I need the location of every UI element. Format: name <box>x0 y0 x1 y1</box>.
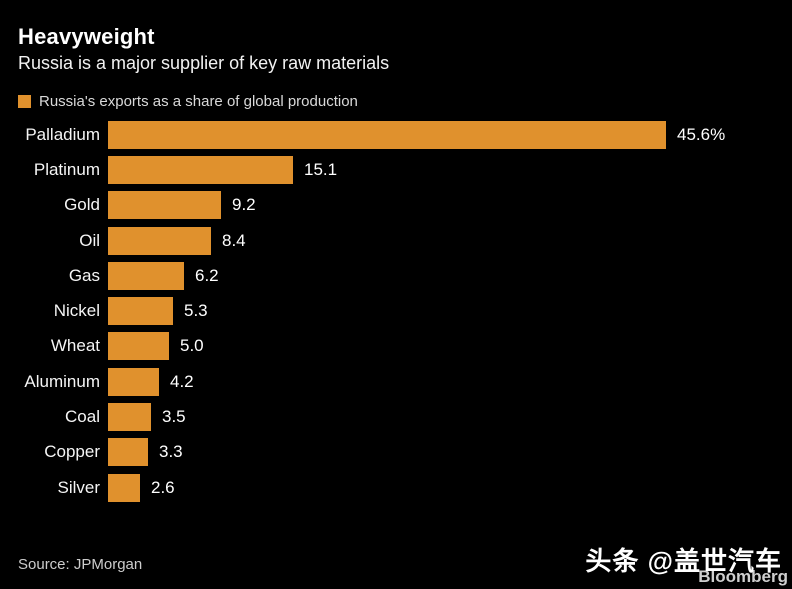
bar <box>108 155 293 184</box>
bar-row: Platinum 15.1 <box>0 152 792 187</box>
bar-row: Coal 3.5 <box>0 399 792 434</box>
bar <box>108 297 173 326</box>
bar-row: Silver 2.6 <box>0 470 792 505</box>
category-label: Coal <box>65 407 100 427</box>
category-label: Nickel <box>53 301 100 321</box>
category-label: Silver <box>57 477 100 497</box>
bar <box>108 191 221 220</box>
category-label: Copper <box>44 442 100 462</box>
value-label: 8.4 <box>222 230 246 250</box>
bar <box>108 473 140 502</box>
category-label: Oil <box>79 230 100 250</box>
bar <box>108 438 148 467</box>
bar <box>108 403 151 432</box>
bar-row: Aluminum 4.2 <box>0 364 792 399</box>
legend-swatch-icon <box>18 95 31 108</box>
value-label: 5.3 <box>184 301 208 321</box>
legend-label: Russia's exports as a share of global pr… <box>39 93 358 110</box>
value-label: 2.6 <box>151 477 175 497</box>
chart-title: Heavyweight <box>18 24 155 49</box>
watermark-text: 头条 @盖世汽车 <box>585 546 782 576</box>
chart-subtitle: Russia is a major supplier of key raw ma… <box>18 53 390 73</box>
bar-row: Palladium 45.6% <box>0 117 792 152</box>
bar <box>108 261 184 290</box>
category-label: Gold <box>64 195 100 215</box>
bar-row: Oil 8.4 <box>0 223 792 258</box>
source-note: Source: JPMorgan <box>18 556 143 573</box>
bar <box>108 332 169 361</box>
bar-row: Wheat 5.0 <box>0 329 792 364</box>
bar-row: Nickel 5.3 <box>0 293 792 328</box>
category-label: Wheat <box>50 336 100 356</box>
bloomberg-logo: Bloomberg <box>698 567 788 586</box>
value-label: 4.2 <box>170 371 194 391</box>
bar-row: Gold 9.2 <box>0 188 792 223</box>
bar <box>108 226 211 255</box>
category-label: Platinum <box>33 159 100 179</box>
value-label: 15.1 <box>304 159 338 179</box>
bar <box>108 367 159 396</box>
category-label: Aluminum <box>24 371 100 391</box>
value-label: 45.6% <box>677 124 726 144</box>
bar-chart: Palladium 45.6% Platinum 15.1 Gold 9.2 Oil 8.4 G… <box>0 117 792 505</box>
value-label: 3.3 <box>159 442 183 462</box>
value-label: 6.2 <box>195 265 219 285</box>
bar <box>108 120 666 149</box>
category-label: Palladium <box>25 124 100 144</box>
value-label: 9.2 <box>232 195 256 215</box>
bar-row: Gas 6.2 <box>0 258 792 293</box>
value-label: 3.5 <box>162 407 186 427</box>
legend: Russia's exports as a share of global pr… <box>18 93 358 110</box>
category-label: Gas <box>68 265 100 285</box>
value-label: 5.0 <box>180 336 204 356</box>
bar-row: Copper 3.3 <box>0 435 792 470</box>
